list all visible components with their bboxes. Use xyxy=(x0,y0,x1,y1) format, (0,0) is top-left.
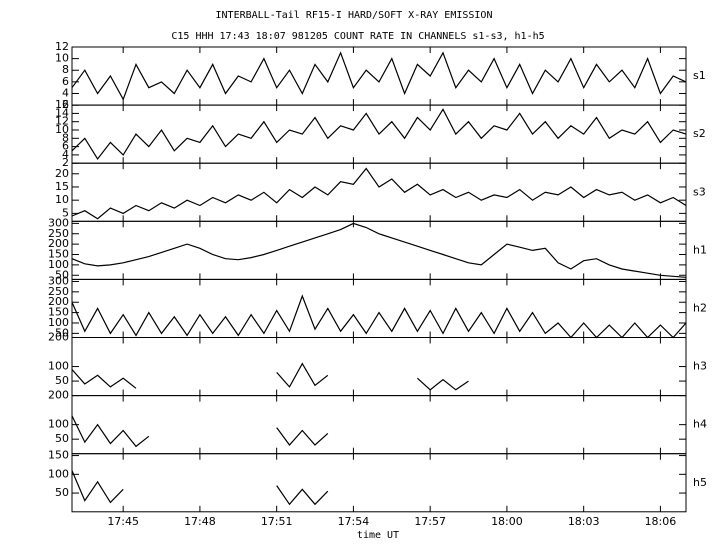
y-tick-label: 50 xyxy=(55,268,69,281)
x-axis-label: time UT xyxy=(357,530,399,541)
y-tick-label: 20 xyxy=(55,167,69,180)
y-tick-label: 16 xyxy=(55,98,69,111)
y-tick-label: 300 xyxy=(48,216,69,229)
chart-subtitle: C15 HHH 17:43 18:07 981205 COUNT RATE IN… xyxy=(171,31,544,42)
y-tick-label: 15 xyxy=(55,180,69,193)
x-tick-label: 17:45 xyxy=(107,515,139,528)
x-tick-label: 18:06 xyxy=(645,515,677,528)
y-tick-label: 6 xyxy=(62,140,69,153)
y-tick-label: 100 xyxy=(48,258,69,271)
y-tick-label: 10 xyxy=(55,193,69,206)
panel-frame xyxy=(71,46,687,106)
y-tick-label: 250 xyxy=(48,227,69,240)
legend-label: h3 xyxy=(693,360,707,373)
y-tick-label: 150 xyxy=(48,306,69,319)
data-line xyxy=(71,222,687,278)
data-line xyxy=(71,470,329,506)
legend-label: s1 xyxy=(693,69,706,82)
y-tick-label: 100 xyxy=(48,316,69,329)
x-tick-label: 17:54 xyxy=(338,515,370,528)
y-tick-label: 14 xyxy=(55,106,69,119)
panel-frame xyxy=(71,337,687,397)
data-line xyxy=(71,294,687,339)
y-tick-label: 10 xyxy=(55,52,69,65)
chart-title: INTERBALL-Tail RF15-I HARD/SOFT X-RAY EM… xyxy=(216,10,493,21)
y-tick-label: 100 xyxy=(48,360,69,373)
y-tick-label: 8 xyxy=(62,131,69,144)
y-tick-label: 200 xyxy=(48,389,69,402)
y-tick-label: 200 xyxy=(48,331,69,344)
x-tick-label: 18:03 xyxy=(568,515,600,528)
y-tick-label: 4 xyxy=(62,148,69,161)
y-tick-label: 300 xyxy=(48,274,69,287)
y-tick-label: 100 xyxy=(48,467,69,480)
y-tick-label: 200 xyxy=(48,295,69,308)
y-tick-label: 4 xyxy=(62,86,69,99)
y-tick-label: 2 xyxy=(62,156,69,169)
y-tick-label: 150 xyxy=(48,449,69,462)
legend-label: h1 xyxy=(693,243,707,256)
x-tick-label: 17:57 xyxy=(414,515,446,528)
y-tick-label: 200 xyxy=(48,237,69,250)
data-line xyxy=(71,108,687,161)
x-tick-label: 17:51 xyxy=(261,515,293,528)
legend-label: h4 xyxy=(693,418,707,431)
legend-label: h5 xyxy=(693,476,707,489)
data-line xyxy=(71,167,687,220)
panel-frame xyxy=(71,220,687,280)
y-tick-label: 8 xyxy=(62,63,69,76)
legend-label: s2 xyxy=(693,127,706,140)
y-tick-label: 150 xyxy=(48,248,69,261)
data-line xyxy=(71,362,469,391)
y-tick-label: 250 xyxy=(48,285,69,298)
data-line xyxy=(71,415,329,448)
panel-frame xyxy=(71,453,687,513)
y-tick-label: 100 xyxy=(48,418,69,431)
y-tick-label: 10 xyxy=(55,123,69,136)
legend-label: s3 xyxy=(693,185,706,198)
y-tick-label: 50 xyxy=(55,486,69,499)
panel-frame xyxy=(71,162,687,222)
panel-frame xyxy=(71,395,687,455)
y-tick-label: 12 xyxy=(55,115,69,128)
y-tick-label: 5 xyxy=(62,206,69,219)
y-tick-label: 50 xyxy=(55,374,69,387)
y-tick-label: 2 xyxy=(62,98,69,111)
panel-frame xyxy=(71,278,687,338)
y-tick-label: 12 xyxy=(55,40,69,53)
x-tick-label: 18:00 xyxy=(491,515,523,528)
y-tick-label: 50 xyxy=(55,432,69,445)
y-tick-label: 6 xyxy=(62,75,69,88)
y-tick-label: 50 xyxy=(55,326,69,339)
legend-label: h2 xyxy=(693,301,707,314)
data-line xyxy=(71,51,687,101)
x-tick-label: 17:48 xyxy=(184,515,216,528)
